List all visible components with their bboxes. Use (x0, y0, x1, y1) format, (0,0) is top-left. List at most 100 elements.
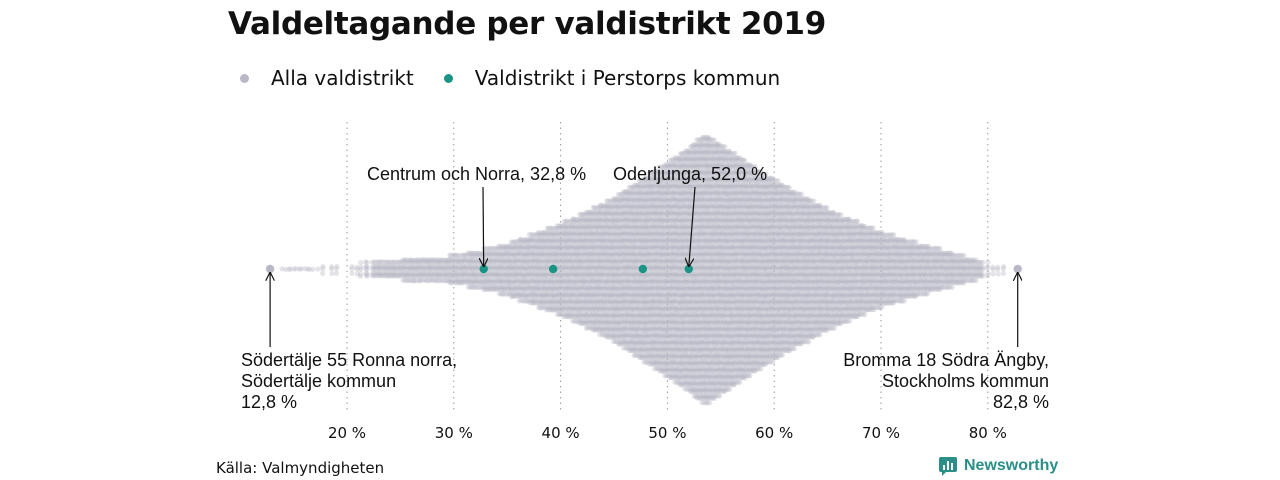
district-point-122 (395, 272, 401, 279)
district-point-176 (410, 259, 417, 266)
district-point-276 (434, 266, 440, 272)
district-point-613 (493, 252, 499, 259)
district-point-365 (454, 277, 460, 284)
district-point-569 (486, 280, 492, 286)
district-point-116 (393, 271, 399, 277)
district-point-194 (414, 273, 420, 279)
district-point-459 (470, 266, 476, 272)
district-point-180 (410, 273, 416, 279)
district-point-274 (434, 259, 441, 265)
district-point-402 (460, 279, 466, 285)
district-point-636 (494, 286, 501, 292)
district-point-300 (439, 277, 445, 283)
district-point-34 (363, 263, 369, 270)
district-point-414 (464, 259, 470, 265)
district-point-142 (402, 264, 408, 270)
district-point-278 (434, 273, 441, 279)
district-point-225 (423, 259, 429, 265)
district-point-610 (491, 286, 497, 292)
district-point-499 (477, 253, 483, 259)
district-point-556 (484, 279, 490, 285)
district-point-287 (438, 257, 444, 263)
district-point-63 (376, 259, 383, 265)
district-point-659 (498, 266, 504, 272)
district-point-17 (328, 266, 335, 272)
district-point-628 (494, 259, 500, 265)
district-point-110 (392, 266, 398, 272)
district-point-80 (381, 266, 388, 272)
district-point-601 (491, 257, 497, 263)
district-point-357 (452, 279, 458, 285)
district-point-598 (491, 245, 497, 252)
district-point-629 (494, 263, 501, 270)
district-point-574 (488, 252, 494, 258)
district-point-316 (444, 259, 451, 265)
district-point-431 (465, 284, 472, 290)
district-point-330 (446, 279, 453, 285)
district-point-88 (385, 259, 391, 266)
district-point-208 (417, 273, 424, 279)
district-point-40 (364, 266, 370, 272)
district-point-132 (399, 272, 405, 279)
district-point-235 (424, 271, 430, 277)
district-point-200 (416, 271, 422, 277)
district-point-529 (480, 277, 486, 283)
district-point-534 (482, 250, 489, 257)
district-point-8 (302, 266, 308, 272)
district-point-486 (474, 284, 480, 290)
district-point-138 (401, 273, 407, 279)
district-point-11 (310, 266, 316, 272)
district-point-91 (385, 271, 391, 277)
district-point-578 (487, 266, 493, 272)
district-point-240 (426, 264, 433, 270)
district-point-24 (349, 270, 355, 277)
district-point-528 (480, 272, 487, 279)
district-point-281 (436, 259, 442, 266)
district-point-15 (320, 270, 326, 276)
district-point-127 (397, 273, 403, 279)
district-point-660 (497, 270, 503, 277)
district-point-45 (370, 266, 376, 272)
district-point-423 (465, 257, 471, 263)
district-point-129 (399, 263, 405, 270)
district-point-158 (405, 271, 412, 277)
district-point-233 (425, 264, 431, 270)
district-point-625 (494, 250, 500, 256)
district-point-352 (452, 263, 458, 270)
district-point-109 (391, 264, 398, 270)
district-point-597 (489, 286, 496, 292)
district-point-198 (415, 264, 422, 270)
district-point-399 (460, 270, 466, 276)
district-point-262 (431, 266, 437, 272)
district-point-368 (455, 257, 461, 263)
district-point-214 (419, 270, 425, 276)
district-point-259 (431, 257, 437, 263)
district-point-223 (421, 277, 427, 283)
district-point-470 (472, 266, 478, 272)
district-point-96 (387, 270, 393, 277)
district-point-546 (484, 245, 490, 251)
district-point-460 (471, 271, 477, 277)
district-point-311 (443, 266, 449, 272)
district-point-360 (453, 259, 459, 265)
district-point-443 (469, 250, 475, 256)
district-point-452 (469, 280, 475, 286)
district-point-619 (493, 273, 499, 279)
district-point-64 (376, 264, 382, 270)
district-point-541 (482, 273, 488, 279)
district-point-182 (412, 257, 419, 263)
district-point-588 (489, 257, 495, 263)
district-point-302 (442, 259, 448, 266)
district-point-326 (447, 266, 453, 272)
district-point-531 (481, 284, 487, 290)
district-point-93 (386, 259, 392, 265)
district-point-226 (423, 264, 429, 270)
district-point-44 (369, 264, 376, 270)
district-point-395 (461, 257, 467, 263)
district-point-377 (457, 257, 463, 263)
district-point-403 (462, 252, 468, 258)
district-point-213 (419, 266, 425, 272)
district-point-456 (470, 257, 476, 263)
district-point-411 (462, 279, 468, 285)
district-point-333 (448, 259, 454, 266)
